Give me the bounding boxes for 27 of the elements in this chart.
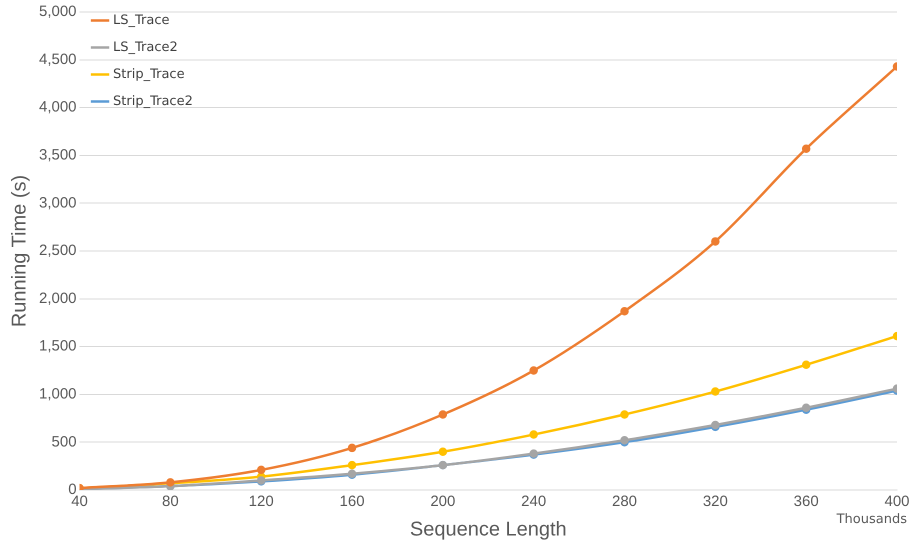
x-tick-label: 240 — [521, 493, 546, 510]
y-tick-label: 1,500 — [38, 338, 77, 355]
x-tick-label: 40 — [71, 493, 88, 510]
y-tick-label: 2,500 — [38, 242, 77, 260]
x-tick-label: 400 — [884, 493, 910, 510]
x-tick-label: 160 — [340, 493, 365, 510]
x-tick-label: 320 — [702, 493, 728, 510]
y-tick-label: 4,500 — [38, 50, 77, 68]
y-tick-label: 3,500 — [38, 146, 77, 164]
x-tick-label: 80 — [162, 493, 179, 510]
y-tick-label: 2,000 — [38, 290, 77, 307]
x-tick-label: 360 — [794, 493, 819, 510]
text: Thousands — [836, 512, 907, 527]
legend-label: LS_Trace2 — [113, 40, 178, 55]
x-axis-title: Sequence Length — [410, 518, 567, 541]
y-tick-label: 3,000 — [38, 194, 77, 212]
y-tick-label: 500 — [52, 433, 77, 450]
legend-label: Strip_Trace — [113, 66, 185, 82]
y-tick-label: 4,000 — [38, 98, 77, 116]
x-tick-label: 280 — [612, 493, 638, 510]
legend-label: LS_Trace — [113, 12, 170, 28]
y-tick-label: 5,000 — [38, 3, 77, 20]
x-tick-label: 200 — [430, 493, 456, 510]
y-axis-title: Running Time (s) — [8, 174, 31, 328]
x-tick-label: 120 — [248, 493, 274, 510]
y-tick-label: 1,000 — [38, 386, 77, 403]
legend-label: Strip_Trace2 — [113, 94, 193, 109]
